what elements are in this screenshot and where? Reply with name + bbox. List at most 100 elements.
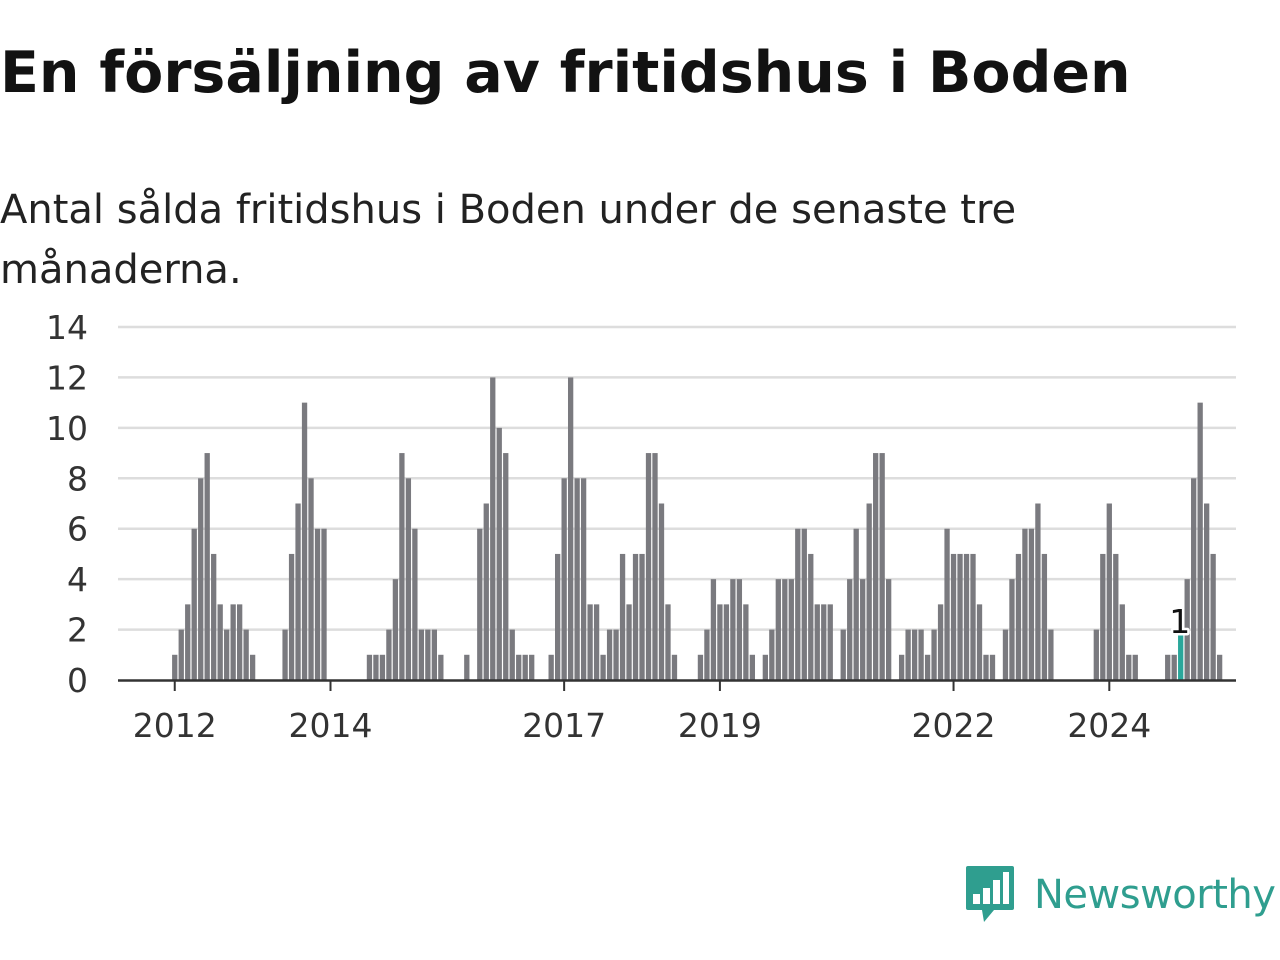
data-label: 1	[1169, 602, 1190, 641]
bar	[522, 654, 528, 680]
bar	[911, 629, 918, 680]
bar	[405, 478, 412, 680]
bar	[1216, 654, 1223, 680]
bar	[775, 579, 781, 680]
bar-chart: 0 2 4 6 8 10 12 14 2012 2014 2017 2019 2022 2024 1	[46, 308, 1236, 745]
bar	[821, 604, 827, 680]
bar	[509, 629, 515, 680]
bar	[671, 654, 678, 680]
bar	[710, 579, 717, 680]
bar	[866, 503, 872, 680]
bar	[808, 553, 814, 680]
bar	[736, 579, 743, 680]
bar	[198, 478, 204, 680]
bars	[172, 377, 1223, 680]
bar	[178, 629, 184, 680]
bar	[386, 629, 392, 680]
bar	[983, 654, 989, 680]
bar	[224, 629, 230, 680]
newsworthy-logo-icon	[966, 866, 1014, 922]
x-tick-label: 2024	[1067, 706, 1151, 745]
bar	[477, 528, 483, 680]
bar	[516, 654, 522, 680]
bar	[1126, 654, 1132, 680]
bar	[230, 604, 236, 680]
bar	[483, 503, 489, 680]
x-tick-label: 2012	[133, 706, 217, 745]
bar	[217, 604, 223, 680]
bar	[606, 629, 613, 680]
bar	[957, 553, 963, 680]
bar	[548, 654, 554, 680]
bar	[1132, 654, 1138, 680]
bar	[613, 629, 619, 680]
bar	[1171, 654, 1177, 680]
bar	[321, 528, 327, 680]
x-axis-ticks: 2012 2014 2017 2019 2022 2024	[133, 680, 1151, 745]
bar	[1113, 553, 1119, 680]
bar	[496, 427, 502, 680]
bar	[639, 553, 645, 680]
bar	[1041, 553, 1048, 680]
bar	[561, 478, 567, 680]
gridlines	[118, 325, 1236, 631]
x-tick-label: 2014	[289, 706, 373, 745]
bar	[425, 629, 431, 680]
bar	[204, 453, 210, 680]
bar	[905, 629, 911, 680]
bar	[749, 654, 756, 680]
bar	[723, 604, 730, 680]
bar	[827, 604, 833, 680]
bar	[1093, 629, 1099, 680]
bar	[529, 654, 535, 680]
bar	[937, 604, 944, 680]
bar	[918, 629, 924, 680]
bar	[1015, 553, 1022, 680]
bar	[886, 579, 892, 680]
bar	[814, 604, 820, 680]
bar	[503, 453, 509, 680]
bar	[464, 654, 470, 680]
bar	[308, 478, 314, 680]
bar	[717, 604, 723, 680]
bar	[989, 654, 996, 680]
bar	[976, 604, 983, 680]
bar	[373, 654, 379, 680]
bar	[860, 579, 866, 680]
bar	[392, 579, 399, 680]
bar	[555, 553, 561, 680]
bar	[879, 453, 885, 680]
bar	[366, 654, 373, 680]
y-axis-tick-labels: 0 2 4 6 8 10 12 14	[46, 308, 88, 700]
bar	[645, 453, 652, 680]
bar	[950, 553, 957, 680]
bar	[1022, 528, 1028, 680]
bar	[697, 654, 704, 680]
bar	[574, 478, 580, 680]
bar	[438, 654, 444, 680]
bar	[619, 553, 626, 680]
bar	[600, 654, 606, 680]
newsworthy-logo: Newsworthy	[964, 864, 1276, 926]
bar	[314, 528, 321, 680]
bar	[788, 579, 794, 680]
bar	[801, 528, 807, 680]
bar	[185, 604, 191, 680]
bar	[1197, 402, 1203, 680]
bar	[1048, 629, 1054, 680]
bar	[412, 528, 418, 680]
bar	[840, 629, 846, 680]
bar	[1184, 579, 1190, 680]
y-tick-label: 4	[67, 560, 88, 599]
bar	[191, 528, 197, 680]
bar	[963, 553, 970, 680]
y-tick-label: 0	[67, 661, 88, 700]
y-tick-label: 10	[46, 409, 88, 448]
bar	[288, 553, 295, 680]
bar	[853, 528, 859, 680]
bar	[873, 453, 879, 680]
bar	[730, 579, 736, 680]
bar	[580, 478, 587, 680]
bar	[970, 553, 976, 680]
bar	[567, 377, 574, 680]
